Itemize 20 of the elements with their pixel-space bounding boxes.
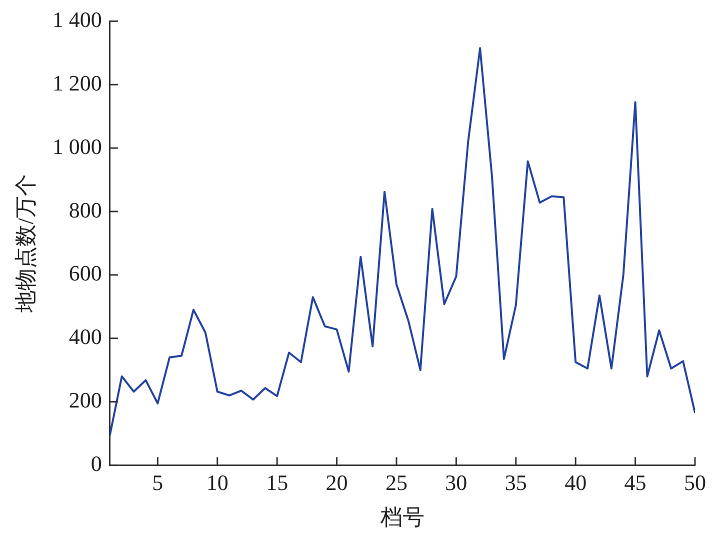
x-tick-label: 20 <box>326 470 348 496</box>
y-tick-label: 800 <box>68 197 102 222</box>
y-tick-label: 1 000 <box>52 134 102 159</box>
y-tick-label: 200 <box>68 388 102 413</box>
y-axis-title: 地物点数/万个 <box>12 174 38 314</box>
x-tick-label: 15 <box>266 470 288 496</box>
x-tick-label: 35 <box>504 470 527 496</box>
x-tick-label: 50 <box>684 470 706 496</box>
x-tick-label: 10 <box>206 470 228 496</box>
y-tick-label: 600 <box>68 260 102 286</box>
x-tick-label: 40 <box>564 470 587 496</box>
x-tick-label: 5 <box>152 470 164 496</box>
y-tick-label: 1 400 <box>52 6 102 32</box>
x-tick-label: 25 <box>385 470 408 496</box>
x-tick-label: 30 <box>445 470 468 496</box>
y-tick-label: 0 <box>90 450 102 476</box>
y-tick-label: 400 <box>68 324 102 350</box>
x-axis-title: 档号 <box>379 504 424 530</box>
x-tick-label: 45 <box>624 470 646 496</box>
y-tick-label: 1 200 <box>52 70 102 96</box>
